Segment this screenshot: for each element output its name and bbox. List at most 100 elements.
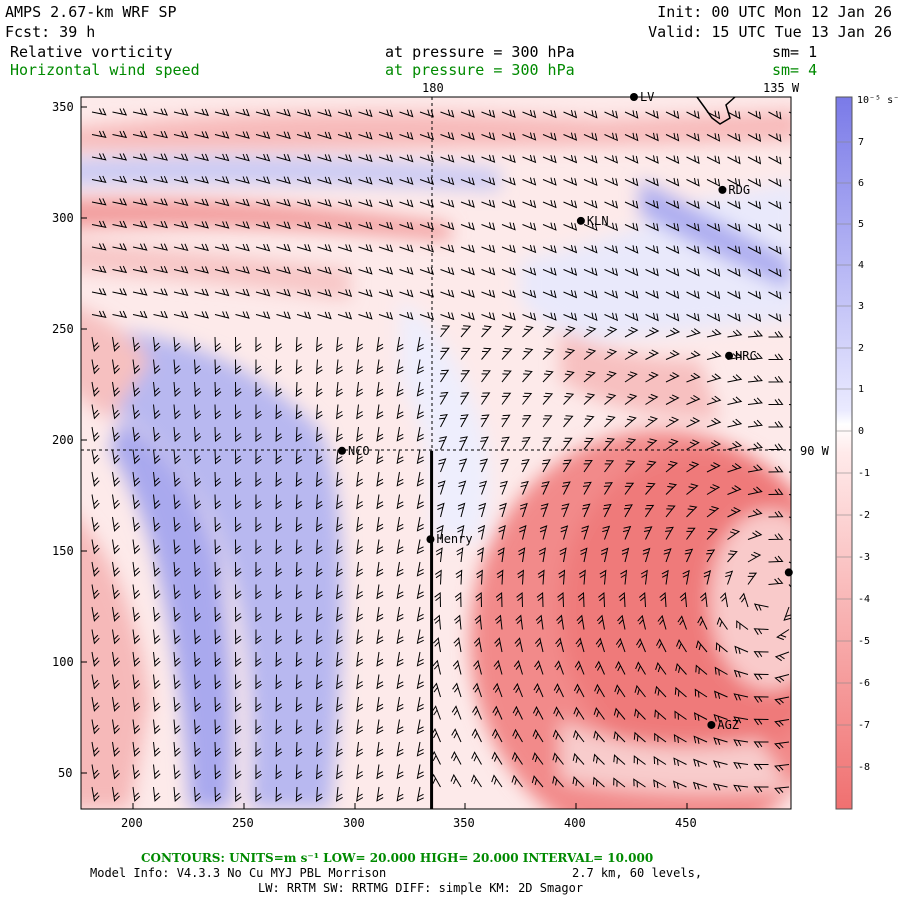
wind-barb [336, 629, 343, 645]
wind-barb [173, 381, 181, 398]
wind-barb [296, 109, 312, 117]
wind-barb [214, 311, 230, 319]
wind-barb [173, 651, 181, 668]
wind-barb [542, 222, 557, 231]
wind-barb [563, 109, 578, 119]
wind-barb [112, 561, 120, 577]
colorbar-level: 7 [858, 137, 865, 148]
wind-barb [583, 290, 598, 299]
wind-barb [235, 221, 250, 229]
wind-barb [474, 614, 482, 630]
wind-barb [255, 561, 262, 577]
wind-barb [533, 683, 544, 698]
wind-barb [481, 370, 491, 383]
physics-info: LW: RRTM SW: RRTMG DIFF: simple KM: 2D S… [258, 881, 584, 895]
wind-barb [356, 471, 364, 487]
wind-barb [542, 199, 557, 209]
wind-barb [356, 381, 364, 397]
wind-barb [615, 637, 626, 653]
wind-barb [255, 221, 271, 229]
wind-barb [555, 637, 564, 653]
wind-barb [706, 328, 722, 338]
wind-barb [132, 651, 141, 667]
wind-barb [511, 751, 523, 765]
wind-barb [416, 764, 424, 780]
wind-barb [173, 198, 189, 207]
wind-barb [173, 153, 189, 162]
wind-barb [153, 471, 161, 487]
wind-barb [132, 336, 141, 352]
wind-barb [356, 651, 364, 667]
y-tick-label: 50 [58, 766, 73, 780]
wind-barb [214, 516, 222, 532]
wind-barb [706, 440, 722, 450]
wind-barb [132, 265, 148, 274]
wind-barb [275, 449, 283, 465]
wind-barb [515, 614, 523, 630]
wind-barb [173, 176, 189, 184]
wind-barb [736, 620, 749, 630]
wind-barb [460, 244, 475, 253]
wind-barb [706, 528, 718, 540]
wind-barb [553, 706, 564, 720]
wind-barb [153, 584, 161, 600]
wind-barb [603, 482, 613, 495]
wind-barb [275, 584, 283, 600]
wind-barb [583, 459, 593, 473]
colorbar-level: 0 [858, 426, 865, 437]
wind-barb [295, 539, 303, 555]
wind-barb [753, 651, 769, 658]
wind-barb [214, 266, 230, 274]
wind-barb [132, 494, 141, 510]
wind-barb [753, 603, 769, 611]
wind-barb [645, 245, 659, 254]
wind-barb [91, 243, 107, 251]
colorbar-unit: 10⁻⁵ s⁻¹ [857, 95, 900, 106]
wind-barb [132, 584, 141, 600]
wind-barb [686, 417, 701, 428]
wind-barb [563, 222, 578, 231]
station-label: RDG [728, 182, 751, 197]
wind-barb [214, 449, 222, 465]
wind-barb [173, 494, 181, 510]
wind-barb [583, 415, 595, 428]
wind-barb [665, 505, 676, 518]
wind-barb [532, 728, 544, 743]
wind-barb [153, 719, 161, 735]
wind-barb [499, 502, 507, 518]
wind-barb [706, 506, 720, 518]
wind-barb [452, 682, 462, 698]
wind-barb [194, 719, 202, 735]
wind-barb [194, 176, 209, 184]
wind-barb [356, 404, 364, 420]
wind-barb [214, 176, 230, 184]
wind-barb [91, 404, 100, 420]
wind-barb [433, 637, 441, 653]
wind-barb [675, 663, 687, 675]
wind-barb [132, 130, 148, 139]
axis-ticks [81, 106, 688, 809]
wind-barb [522, 109, 537, 119]
wind-barb [440, 347, 450, 360]
wind-barb [336, 381, 343, 397]
wind-barb [112, 786, 120, 802]
wind-barb [376, 381, 384, 397]
y-tick-label: 350 [52, 100, 74, 114]
wind-barb [768, 510, 784, 518]
wind-barb [674, 686, 687, 698]
wind-barb [356, 719, 364, 735]
wind-barb [563, 177, 578, 186]
wind-barb [214, 198, 230, 207]
wind-barb [621, 547, 630, 563]
wind-barb [563, 312, 578, 321]
wind-barb [214, 786, 222, 802]
wind-barb [622, 525, 632, 540]
colorbar-level: -5 [858, 636, 871, 647]
wind-barb [194, 764, 202, 780]
wind-barb [727, 550, 738, 563]
wind-barb [91, 561, 100, 577]
wind-barb [542, 154, 557, 164]
wind-barb [661, 569, 669, 585]
wind-barb [706, 268, 721, 277]
wind-barb [481, 132, 496, 141]
